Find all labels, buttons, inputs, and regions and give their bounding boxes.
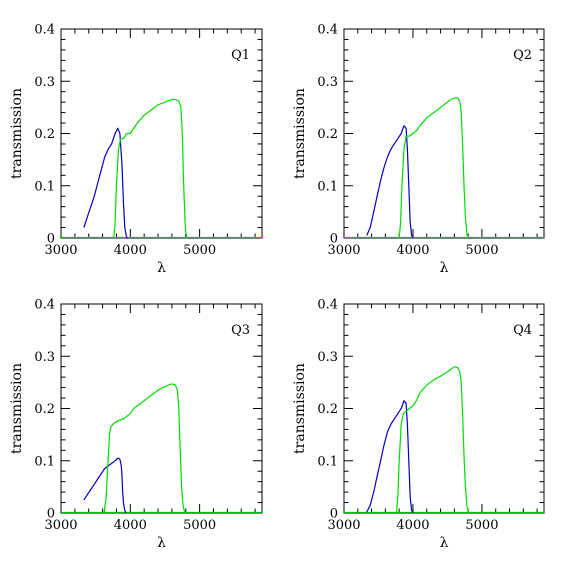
y-tick-label: 0.4	[317, 298, 338, 313]
chart-panel-2: 3000 4000 5000 0 0.1 0.2 0.3 0.4 λ transmission Q2	[292, 23, 545, 276]
x-axis-label: λ	[440, 260, 449, 276]
panel-label: Q1	[231, 48, 250, 63]
panel-label: Q2	[513, 48, 532, 63]
series-line-blue	[366, 400, 414, 514]
panel-label: Q3	[231, 323, 250, 338]
series-line-blue	[366, 125, 414, 239]
x-tick-label: 5000	[183, 518, 216, 533]
x-axis-label: λ	[157, 260, 166, 276]
y-axis-label: transmission	[292, 88, 308, 179]
x-tick-label: 4000	[396, 243, 429, 258]
x-tick-label: 5000	[183, 243, 216, 258]
chart-panel-1: 3000 4000 5000 0 0.1 0.2 0.3 0.4 λ transmission Q1	[9, 23, 263, 276]
y-tick-label: 0.3	[317, 350, 338, 365]
y-tick-label: 0.1	[34, 454, 55, 469]
y-tick-label: 0.2	[34, 127, 55, 142]
x-tick-label: 4000	[114, 243, 147, 258]
y-tick-label: 0.1	[317, 179, 338, 194]
x-tick-label: 5000	[465, 243, 498, 258]
series-line-green	[398, 97, 469, 239]
x-tick-label: 3000	[44, 518, 77, 533]
y-tick-label: 0.3	[34, 350, 55, 365]
x-axis-label: λ	[157, 535, 166, 551]
y-tick-label: 0.1	[34, 179, 55, 194]
series-line-green	[395, 366, 470, 514]
y-axis-label: transmission	[9, 363, 25, 454]
x-tick-label: 4000	[114, 518, 147, 533]
y-tick-label: 0.1	[317, 454, 338, 469]
y-tick-label: 0.4	[34, 298, 55, 313]
y-tick-label: 0.2	[317, 402, 338, 417]
panel-label: Q4	[513, 323, 532, 338]
y-tick-label: 0	[330, 507, 338, 522]
y-axis-label: transmission	[292, 363, 308, 454]
y-axis-label: transmission	[9, 88, 25, 179]
x-tick-label: 3000	[327, 518, 360, 533]
y-tick-label: 0	[47, 507, 55, 522]
y-tick-label: 0	[330, 232, 338, 247]
y-tick-label: 0.3	[317, 75, 338, 90]
x-tick-label: 5000	[465, 518, 498, 533]
y-tick-label: 0.2	[34, 402, 55, 417]
series-line-green	[113, 98, 188, 239]
y-tick-label: 0.4	[34, 23, 55, 38]
y-tick-label: 0.4	[317, 23, 338, 38]
x-tick-label: 3000	[44, 243, 77, 258]
y-tick-label: 0.2	[317, 127, 338, 142]
x-axis-label: λ	[440, 535, 449, 551]
x-tick-label: 3000	[327, 243, 360, 258]
series-line-green	[103, 383, 187, 514]
y-tick-label: 0	[47, 232, 55, 247]
chart-panel-4: 3000 4000 5000 0 0.1 0.2 0.3 0.4 λ transmission Q4	[292, 298, 545, 551]
series-line-blue	[83, 457, 127, 514]
x-tick-label: 4000	[396, 518, 429, 533]
chart-panel-3: 3000 4000 5000 0 0.1 0.2 0.3 0.4 λ transmission Q3	[9, 298, 263, 551]
y-tick-label: 0.3	[34, 75, 55, 90]
series-line-blue	[83, 127, 129, 239]
